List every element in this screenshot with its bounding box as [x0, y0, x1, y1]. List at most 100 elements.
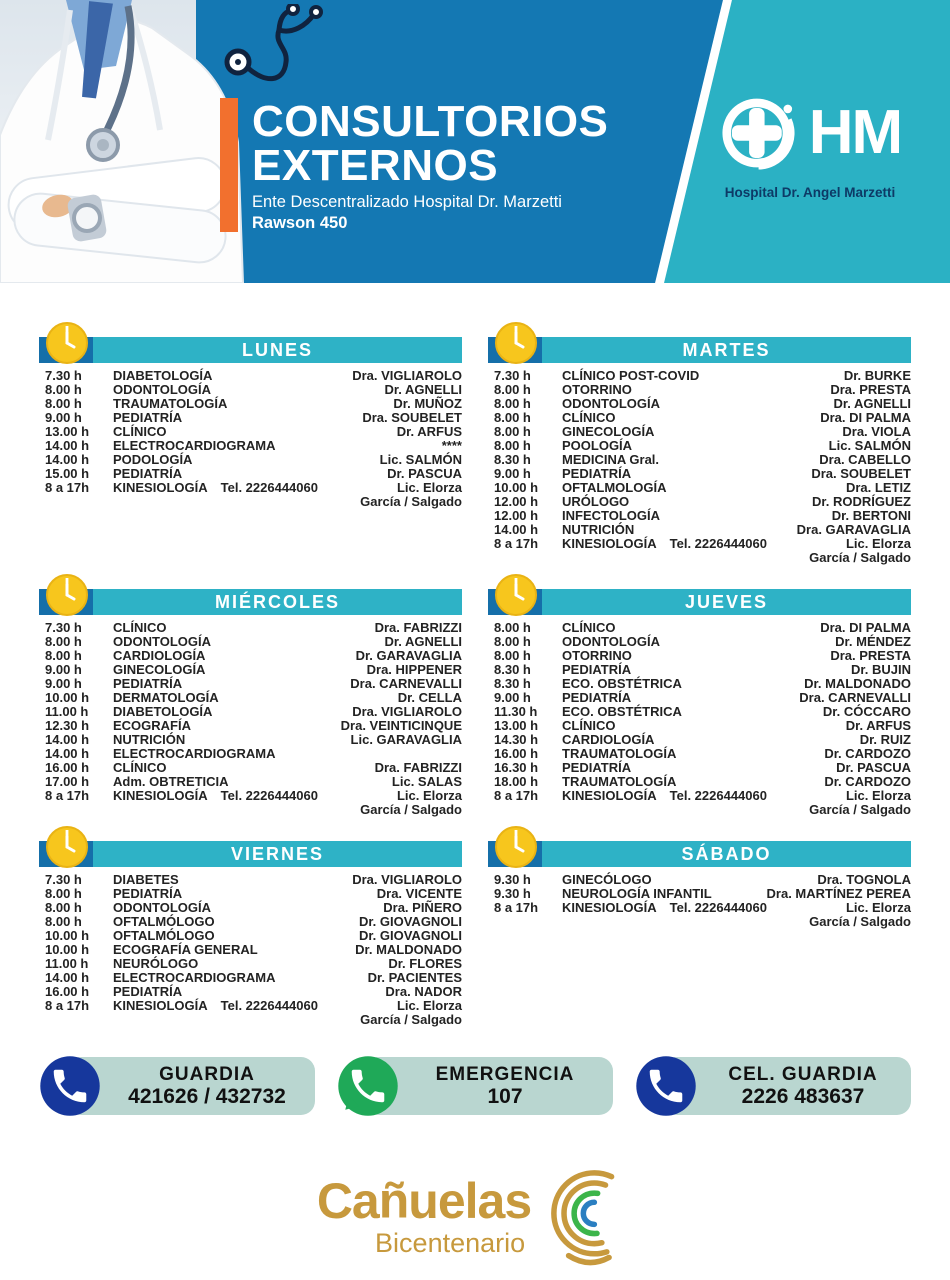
schedule-row: García / Salgado — [39, 1013, 462, 1027]
day-rows: 7.30 h CLÍNICO Dra. FABRIZZI 8.00 h ODON… — [39, 615, 462, 817]
row-specialty: NUTRICIÓN — [562, 522, 635, 537]
row-doctor: Dra. DI PALMA — [820, 620, 911, 635]
day-title: SÁBADO — [681, 843, 772, 864]
row-time: 14.30 h — [494, 732, 539, 747]
row-time — [39, 1013, 113, 1027]
row-doctor: Dra. VIGLIAROLO — [352, 704, 462, 719]
stethoscope-icon — [224, 4, 323, 81]
row-doctor: Dra. VIGLIAROLO — [352, 872, 462, 887]
clock-icon — [46, 574, 88, 616]
schedule-row: 16.00 h TRAUMATOLOGÍA Dr. CARDOZO — [488, 747, 911, 761]
row-time: 14.00 h — [45, 970, 90, 985]
day-header-bar: SÁBADO — [542, 841, 911, 867]
city-subtitle: Bicentenario — [375, 1227, 526, 1258]
schedule-row: 16.30 h PEDIATRÍA Dr. PASCUA — [488, 761, 911, 775]
row-doctor: Dr. FLORES — [388, 956, 462, 971]
row-time: 16.30 h — [494, 760, 539, 775]
schedule-row: 9.30 h NEUROLOGÍA INFANTIL Dra. MARTÍNEZ… — [488, 887, 911, 901]
day-schedule: MIÉRCOLES 7.30 h CLÍNICO Dra. FABRIZZI 8… — [39, 574, 462, 817]
schedule-row: García / Salgado — [39, 495, 462, 509]
row-time: 9.00 h — [45, 676, 82, 691]
schedule-row: 8.00 h GINECOLOGÍA Dra. VIOLA — [488, 425, 911, 439]
schedule-row: 10.00 h ECOGRAFÍA GENERAL Dr. MALDONADO — [39, 943, 462, 957]
row-specialty: KINESIOLOGÍA Tel. 2226444060 — [562, 900, 767, 915]
clock-icon — [495, 574, 537, 616]
row-doctor: Dra. CARNEVALLI — [350, 676, 462, 691]
clock-square — [488, 574, 542, 616]
schedule-row: 14.00 h ELECTROCARDIOGRAMA — [39, 747, 462, 761]
schedule-row: 14.00 h ELECTROCARDIOGRAMA Dr. PACIENTES — [39, 971, 462, 985]
row-doctor: Dra. MARTÍNEZ PEREA — [766, 886, 911, 901]
row-specialty — [113, 803, 360, 817]
schedule-row: 11.00 h DIABETOLOGÍA Dra. VIGLIAROLO — [39, 705, 462, 719]
row-specialty: PEDIATRÍA — [562, 690, 632, 705]
schedule-row: 12.00 h URÓLOGO Dr. RODRÍGUEZ — [488, 495, 911, 509]
row-doctor: Dr. PASCUA — [836, 760, 911, 775]
row-doctor: Dr. GARAVAGLIA — [355, 648, 462, 663]
schedule-row: 7.30 h CLÍNICO Dra. FABRIZZI — [39, 621, 462, 635]
hospital-address: Rawson 450 — [252, 214, 348, 232]
row-doctor: Dra. HIPPENER — [366, 662, 462, 677]
row-specialty: NEUROLOGÍA INFANTIL — [562, 886, 712, 901]
row-time: 8.00 h — [45, 648, 82, 663]
row-doctor: Dr. MALDONADO — [804, 676, 911, 691]
page-title-line1: CONSULTORIOS — [252, 97, 609, 146]
orange-accent-bar — [220, 98, 238, 232]
row-doctor: Dr. BUJIN — [851, 662, 911, 677]
row-specialty: CARDIOLOGÍA — [562, 732, 655, 747]
schedule-row: 8 a 17h KINESIOLOGÍA Tel. 2226444060 Lic.… — [39, 481, 462, 495]
day-rows: 9.30 h GINECÓLOGO Dra. TOGNOLA 9.30 h NE… — [488, 867, 911, 929]
row-time: 8.00 h — [494, 410, 531, 425]
row-specialty: PEDIATRÍA — [113, 676, 183, 691]
row-time: 8.00 h — [45, 634, 82, 649]
row-doctor: Dra. VICENTE — [376, 886, 462, 901]
row-time: 18.00 h — [494, 774, 539, 789]
row-time: 7.30 h — [45, 872, 82, 887]
row-doctor: Dra. PRESTA — [830, 382, 911, 397]
row-doctor: Dra. LETIZ — [845, 480, 911, 495]
day-schedule: MARTES 7.30 h CLÍNICO POST-COVID Dr. BUR… — [488, 322, 911, 565]
row-time: 13.00 h — [45, 424, 90, 439]
row-doctor: Dr. BURKE — [843, 368, 911, 383]
row-doctor: Dra. NADOR — [385, 984, 462, 999]
row-time: 9.30 h — [494, 886, 531, 901]
row-specialty: ECOGRAFÍA — [113, 718, 191, 733]
schedule-row: 14.30 h CARDIOLOGÍA Dr. RUIZ — [488, 733, 911, 747]
schedule-row: García / Salgado — [488, 915, 911, 929]
schedule-row: 9.00 h PEDIATRÍA Dra. SOUBELET — [39, 411, 462, 425]
row-specialty: NUTRICIÓN — [113, 732, 186, 747]
clock-square — [488, 322, 542, 364]
schedule-row: 8.00 h TRAUMATOLOGÍA Dr. MUÑOZ — [39, 397, 462, 411]
schedule-row: 10.00 h OFTALMÓLOGO Dr. GIOVAGNOLI — [39, 929, 462, 943]
day-header-bar: JUEVES — [542, 589, 911, 615]
schedule-row: García / Salgado — [488, 803, 911, 817]
row-time: 8.00 h — [494, 424, 531, 439]
row-specialty: DIABETES — [113, 872, 179, 887]
row-specialty: CLÍNICO — [113, 620, 167, 635]
row-time: 8.00 h — [494, 438, 531, 453]
row-specialty: GINECOLOGÍA — [113, 662, 206, 677]
schedule-row: 8.00 h ODONTOLOGÍA Dr. AGNELLI — [39, 635, 462, 649]
contact-label: EMERGENCIA — [435, 1064, 575, 1085]
row-doctor: Lic. Elorza — [845, 536, 911, 551]
clock-square — [488, 826, 542, 868]
day-title: MARTES — [682, 339, 771, 360]
row-specialty: CLÍNICO — [562, 718, 616, 733]
row-specialty: KINESIOLOGÍA Tel. 2226444060 — [562, 788, 767, 803]
row-time: 8.00 h — [45, 396, 82, 411]
row-doctor: Dr. RODRÍGUEZ — [812, 494, 911, 509]
row-doctor: García / Salgado — [809, 802, 911, 817]
contact-number: 107 — [487, 1085, 523, 1108]
row-doctor: Dra. VEINTICINQUE — [340, 718, 462, 733]
row-doctor: García / Salgado — [809, 914, 911, 929]
row-time: 14.00 h — [45, 452, 90, 467]
contact-pill: CEL. GUARDIA 2226 483637 — [635, 1056, 911, 1117]
day-title: MIÉRCOLES — [214, 591, 340, 612]
row-time: 8.00 h — [494, 620, 531, 635]
row-time: 9.00 h — [45, 662, 82, 677]
row-time: 8 a 17h — [45, 788, 90, 803]
page-subtitle: Ente Descentralizado Hospital Dr. Marzet… — [252, 193, 562, 211]
row-specialty: ODONTOLOGÍA — [113, 634, 211, 649]
row-specialty: CLÍNICO — [562, 410, 616, 425]
schedule-row: 8.30 h MEDICINA Gral. Dra. CABELLO — [488, 453, 911, 467]
